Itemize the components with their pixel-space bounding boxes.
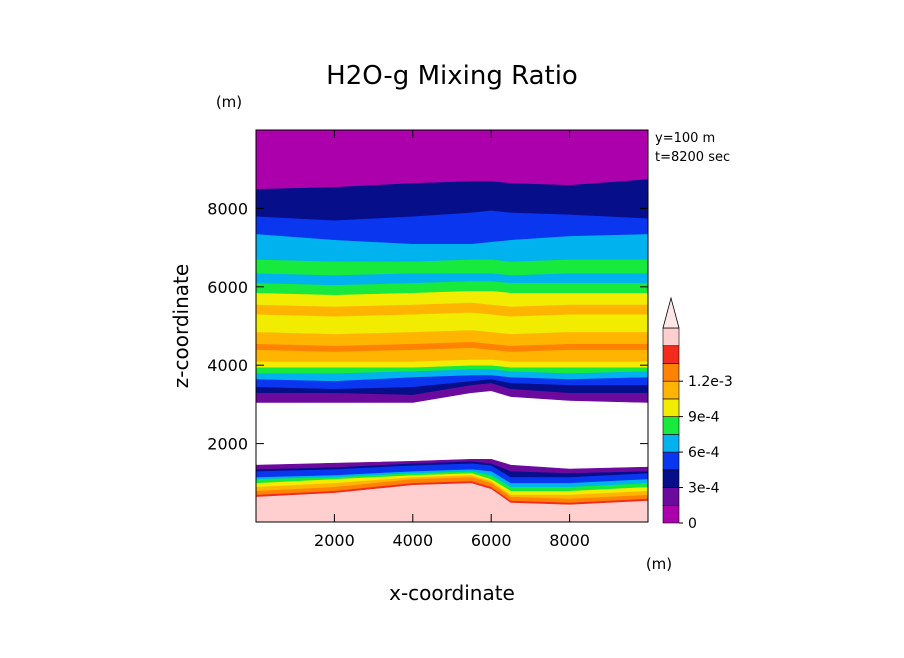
colorbar-swatch-2 [662, 487, 680, 506]
y-tick-label-2000: 2000 [207, 435, 248, 454]
colorbar-swatch-6 [662, 416, 680, 435]
y-tick-label-8000: 8000 [207, 199, 248, 218]
x-tick-label-2000: 2000 [314, 531, 355, 550]
chart-title: H2O-g Mixing Ratio [326, 61, 578, 91]
x-tick-label-4000: 4000 [392, 531, 433, 550]
colorbar-label-2: 3e-4 [688, 481, 720, 497]
colorbar-label-4: 9e-4 [688, 410, 720, 426]
y-tick-label-6000: 6000 [207, 278, 248, 297]
colorbar-swatch-11 [662, 327, 680, 347]
info-line-time: t=8200 sec [655, 150, 730, 165]
plot-frame [255, 129, 649, 523]
colorbar-swatch-8 [662, 380, 680, 400]
y-tick-label-4000: 4000 [207, 356, 248, 375]
x-tick-label-8000: 8000 [549, 531, 590, 550]
colorbar-label-3: 6e-4 [688, 445, 720, 461]
contour-band-10 [256, 458, 648, 474]
info-line-position: y=100 m [655, 131, 715, 146]
colorbar-extend-arrow [662, 296, 680, 329]
colorbar: 0 3e-4 6e-4 9e-4 1.2e-3 [662, 296, 733, 532]
contour-band-25 [256, 259, 648, 276]
contour-bands [256, 130, 648, 522]
colorbar-label-1: 0 [688, 516, 697, 532]
y-axis-label: z-coordinate [169, 264, 193, 388]
colorbar-swatch-9 [662, 363, 680, 382]
colorbar-swatch-3 [662, 469, 680, 488]
colorbar-swatch-4 [662, 451, 680, 471]
y-axis: 2000 4000 6000 8000 [207, 199, 648, 454]
y-axis-unit: (m) [216, 93, 242, 111]
colorbar-swatch-1 [662, 504, 680, 524]
x-axis-label: x-coordinate [389, 581, 515, 605]
contour-band-29 [256, 130, 648, 190]
x-axis-unit: (m) [646, 555, 672, 573]
x-axis: 2000 4000 6000 8000 [314, 130, 590, 550]
colorbar-swatch-7 [662, 398, 680, 417]
colorbar-swatch-10 [662, 345, 680, 364]
colorbar-label-5: 1.2e-3 [688, 374, 733, 390]
x-tick-label-6000: 6000 [471, 531, 512, 550]
colorbar-swatch-5 [662, 434, 680, 453]
